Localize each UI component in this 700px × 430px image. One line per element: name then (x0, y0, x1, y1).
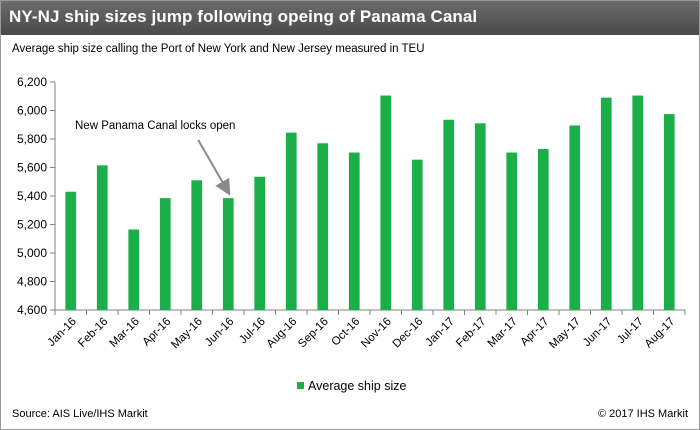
annotation: New Panama Canal locks open (75, 120, 235, 196)
chart-subtitle: Average ship size calling the Port of Ne… (12, 43, 425, 55)
x-tick-label: Apr-16 (140, 316, 173, 349)
annotation-text: New Panama Canal locks open (75, 120, 235, 132)
x-tick-label: Mar-16 (108, 316, 142, 350)
x-tick-label: Jan-17 (424, 316, 457, 349)
bar (317, 143, 329, 310)
x-tick-label: Mar-17 (486, 316, 520, 350)
x-tick-label: Aug-17 (643, 316, 678, 351)
x-tick-label: Sep-16 (296, 316, 331, 351)
x-tick-label: Oct-16 (329, 316, 362, 349)
bar (632, 95, 644, 310)
bar (348, 152, 360, 310)
bar (600, 97, 612, 310)
bar (474, 123, 486, 310)
x-tick-label: Jun-17 (581, 316, 614, 349)
x-tick-label: Nov-16 (359, 316, 394, 351)
x-tick-label: Aug-16 (265, 316, 300, 351)
bar (506, 152, 518, 310)
bar (254, 176, 266, 310)
bar (191, 180, 203, 310)
x-tick-label: Feb-17 (454, 316, 488, 350)
y-tick-label: 5,200 (17, 218, 47, 232)
bar (569, 125, 581, 311)
y-tick-label: 5,000 (17, 246, 47, 260)
y-tick-label: 4,800 (17, 275, 47, 289)
title-bar: NY-NJ ship sizes jump following opeing o… (1, 1, 699, 35)
x-tick-label: Jun-16 (203, 316, 236, 349)
y-tick-label: 6,000 (17, 104, 47, 118)
bar (159, 198, 171, 310)
bar (443, 119, 455, 310)
x-tick-label: Jul-16 (237, 316, 268, 347)
bar (285, 132, 297, 310)
bars (65, 95, 675, 311)
copyright-note: © 2017 IHS Markit (597, 408, 688, 420)
x-tick-label: Feb-16 (76, 316, 110, 350)
chart-title: NY-NJ ship sizes jump following opeing o… (9, 7, 478, 26)
y-tick-label: 5,600 (17, 161, 47, 175)
annotation-arrow (197, 139, 231, 196)
x-tick-label: Apr-17 (518, 316, 551, 349)
x-tick-label: Jul-17 (615, 316, 646, 347)
y-tick-label: 5,800 (17, 132, 47, 146)
legend-label: Average ship size (308, 379, 406, 393)
y-tick-label: 5,400 (17, 189, 47, 203)
bar (663, 114, 675, 310)
bar (128, 229, 140, 310)
bar (380, 95, 392, 310)
y-axis: 4,600 4,800 5,000 5,200 5,400 5,600 5,800 6,000… (17, 75, 56, 317)
bar (537, 148, 549, 310)
x-tick-label: May-17 (547, 316, 583, 352)
y-tick-label: 4,600 (17, 303, 47, 317)
legend: Average ship size (297, 379, 406, 393)
bar (411, 159, 423, 310)
bar (65, 191, 77, 310)
bar (96, 165, 108, 310)
x-tick-label: May-16 (169, 316, 205, 352)
x-tick-label: Dec-16 (391, 316, 426, 351)
x-tick-label: Jan-16 (46, 316, 79, 349)
bar (222, 198, 234, 310)
source-note: Source: AIS Live/IHS Markit (12, 408, 148, 420)
y-tick-label: 6,200 (17, 75, 47, 89)
legend-swatch (297, 382, 304, 389)
